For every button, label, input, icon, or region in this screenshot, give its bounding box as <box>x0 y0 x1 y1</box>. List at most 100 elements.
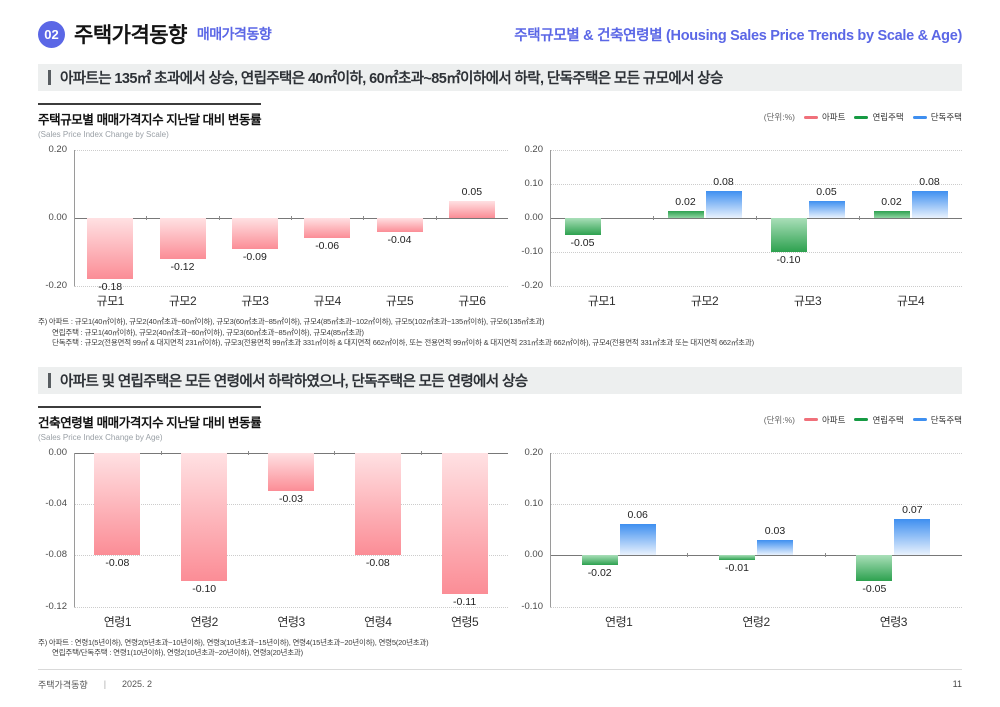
y-tick-label: 0.20 <box>524 144 544 155</box>
y-tick-label: -0.08 <box>45 549 67 561</box>
axis-tick <box>160 450 162 455</box>
bar-아파트 <box>441 452 488 594</box>
note-line: 연립주택/단독주택 : 연령1(10년이하), 연령2(10년초과~20년이하)… <box>52 648 303 657</box>
y-axis-line <box>74 452 75 607</box>
x-category-label: 연령1 <box>103 614 132 629</box>
y-tick-label: 0.00 <box>524 212 544 223</box>
y-tick-label: -0.10 <box>521 600 543 612</box>
unit-label: (단위:%) <box>763 112 795 122</box>
legend-swatch <box>803 115 818 119</box>
chart-title: 주택규모별 매매가격지수 지난달 대비 변동률 <box>38 113 262 127</box>
chart-title-wrap: 주택규모별 매매가격지수 지난달 대비 변동률 (Sales Price Ind… <box>38 103 262 139</box>
y-tick-label: 0.00 <box>48 212 68 223</box>
footer-date: 2025. 2 <box>122 679 153 689</box>
bar-value-label: -0.08 <box>105 557 130 570</box>
gridline <box>74 150 508 151</box>
bar-연립주택 <box>856 555 893 581</box>
bar-value-label: -0.06 <box>315 240 340 253</box>
bar-연립주택 <box>719 555 755 561</box>
bar-단독주택 <box>619 524 656 556</box>
charts-row-scale: -0.18 -0.12 -0.09 -0.06 -0.04 0.05 0.20 0.00 -0.… <box>38 144 962 308</box>
gridline <box>550 606 962 608</box>
bar-아파트 <box>87 218 134 280</box>
bar-value-label: 0.08 <box>919 175 940 188</box>
statement-text: 아파트 및 연립주택은 모든 연령에서 하락하였으나, 단독주택은 모든 연령에… <box>60 373 528 390</box>
y-axis-line <box>550 150 551 286</box>
bar-아파트 <box>448 201 495 218</box>
gridline <box>550 503 962 505</box>
zero-axis-line <box>550 555 962 557</box>
bar-아파트 <box>159 218 206 259</box>
axis-tick <box>756 216 757 220</box>
x-category-label: 연령3 <box>277 614 305 629</box>
page-footer: 주택가격동향 | 2025. 2 11 <box>38 668 962 691</box>
age-apartment-chart: -0.08 -0.10 -0.03 -0.08 -0.11 0.00 -0.04 -0.08-… <box>38 447 508 629</box>
legend-item: 연립주택 <box>854 111 904 123</box>
plot-area: -0.05 0.02 0.08 -0.10 0.05 0.02 0.08 <box>550 150 962 287</box>
scale-rowhouse-detached-chart: -0.05 0.02 0.08 -0.10 0.05 0.02 0.08 0.20 0.10 0.… <box>514 144 962 308</box>
bar-value-label: -0.05 <box>570 237 595 249</box>
x-category-label: 규모2 <box>168 294 197 308</box>
y-tick-label: -0.10 <box>521 246 543 257</box>
bar-value-label: -0.10 <box>776 254 801 266</box>
bar-value-label: 0.03 <box>764 524 786 537</box>
legend-item: 연립주택 <box>854 414 904 426</box>
chart-legend: (단위:%) 아파트 연립주택 단독주택 <box>764 414 962 426</box>
axis-tick <box>435 216 437 220</box>
statement-bar-scale: 아파트는 135㎡ 초과에서 상승, 연립주택은 40㎡이하, 60㎡초과~85… <box>38 64 962 91</box>
chart-notes-scale: 주) 아파트 : 규모1(40㎡이하), 규모2(40㎡초과~60㎡이하), 규… <box>38 317 962 349</box>
bar-value-label: 0.02 <box>675 196 696 209</box>
axis-tick <box>421 450 423 455</box>
bar-단독주택 <box>911 190 948 218</box>
unit-label: (단위:%) <box>763 414 795 425</box>
bar-아파트 <box>94 452 141 556</box>
gridline <box>74 503 508 505</box>
bar-value-label: -0.02 <box>587 567 612 580</box>
bar-연립주택 <box>873 211 910 218</box>
x-category-label: 규모3 <box>241 294 269 308</box>
y-tick-label: 0.10 <box>524 497 544 509</box>
bar-단독주택 <box>705 190 742 218</box>
chart-subtitle: (Sales Price Index Change by Age) <box>38 432 163 442</box>
chart-block-age: 건축연령별 매매가격지수 지난달 대비 변동률 (Sales Price Ind… <box>38 405 962 659</box>
footer-divider: | <box>103 679 107 689</box>
header-right-title: 주택규모별 & 건축연령별 (Housing Sales Price Trend… <box>514 27 962 44</box>
bar-value-label: -0.11 <box>453 595 477 608</box>
section-number-badge: 02 <box>38 20 65 48</box>
bar-아파트 <box>268 452 314 491</box>
legend-item: 단독주택 <box>912 414 962 426</box>
axis-tick <box>146 216 148 220</box>
gridline <box>550 252 962 253</box>
legend-swatch <box>803 418 818 421</box>
bar-value-label: -0.10 <box>192 582 217 595</box>
bar-연립주택 <box>564 218 601 235</box>
legend-label: 연립주택 <box>872 112 904 122</box>
legend-swatch <box>912 418 927 421</box>
plot-area: -0.18 -0.12 -0.09 -0.06 -0.04 0.05 <box>74 150 508 293</box>
note-line: 연립주택 : 규모1(40㎡이하), 규모2(40㎡초과~60㎡이하), 규모3… <box>52 327 364 337</box>
axis-tick <box>334 450 336 455</box>
x-category-label: 연령2 <box>742 614 770 629</box>
x-category-label: 연령3 <box>879 614 908 629</box>
note-line: 주) 아파트 : 규모1(40㎡이하), 규모2(40㎡초과~60㎡이하), 규… <box>38 317 545 326</box>
y-tick-label: -0.04 <box>45 497 67 509</box>
legend-label: 연립주택 <box>872 414 904 425</box>
y-tick-label: 0.10 <box>524 178 544 189</box>
axis-tick <box>687 553 689 558</box>
page-title: 주택가격동향 <box>74 24 187 47</box>
bar-아파트 <box>354 452 401 556</box>
axis-tick <box>218 216 220 220</box>
bar-단독주택 <box>808 201 845 218</box>
x-category-label: 규모2 <box>690 294 719 308</box>
gridline <box>74 286 508 287</box>
page-subtitle: 매매가격동향 <box>196 26 272 42</box>
note-line: 단독주택 : 규모2(전용면적 99㎡ & 대지면적 231㎡이하), 규모3(… <box>52 338 754 347</box>
chart-title-wrap: 건축연령별 매매가격지수 지난달 대비 변동률 (Sales Price Ind… <box>38 405 262 442</box>
footer-title: 주택가격동향 <box>38 679 88 690</box>
legend-item: 단독주택 <box>912 111 962 123</box>
gridline <box>550 150 962 151</box>
bar-아파트 <box>231 218 278 249</box>
y-tick-label: 0.00 <box>48 446 68 458</box>
plot-area: -0.08 -0.10 -0.03 -0.08 -0.11 <box>74 450 508 608</box>
